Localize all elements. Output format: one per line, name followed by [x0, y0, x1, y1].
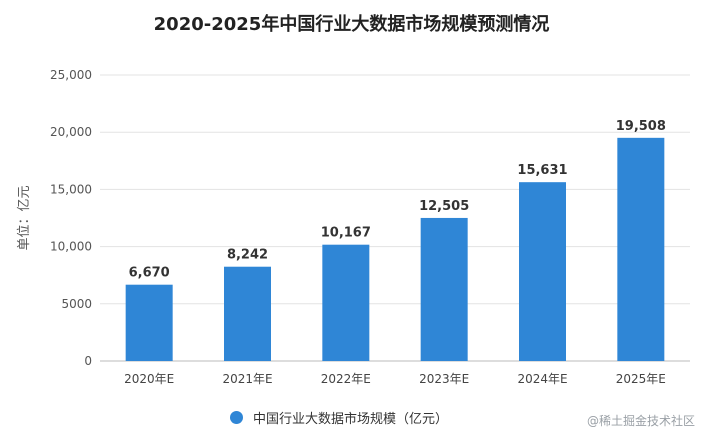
y-axis-label: 单位：亿元 [17, 185, 32, 250]
data-label: 19,508 [616, 119, 666, 134]
chart-title: 2020-2025年中国行业大数据市场规模预测情况 [153, 14, 550, 35]
y-tick-label: 15,000 [50, 182, 92, 196]
gridlines [100, 74, 690, 362]
bar [224, 266, 271, 361]
data-label: 6,670 [129, 266, 170, 281]
bar [322, 244, 370, 361]
legend-marker [230, 411, 243, 424]
bar [617, 137, 665, 361]
x-tick-label: 2021年E [222, 372, 272, 386]
y-tick-label: 5000 [61, 297, 92, 311]
bar [420, 217, 468, 361]
y-tick-label: 10,000 [50, 240, 92, 254]
watermark: @稀土掘金技术社区 [586, 414, 695, 428]
y-tick-label: 20,000 [50, 125, 92, 139]
data-labels: 6,670 8,242 10,167 12,505 15,631 19,508 [129, 119, 666, 281]
bar [519, 182, 566, 361]
bars [125, 137, 665, 361]
legend: 中国行业大数据市场规模（亿元） [230, 408, 448, 427]
x-axis-ticks: 2020年E 2021年E 2022年E 2023年E 2024年E 2025年E [124, 372, 666, 386]
y-tick-label: 25,000 [50, 68, 92, 82]
data-label: 15,631 [517, 163, 567, 178]
x-tick-label: 2020年E [124, 372, 174, 386]
data-label: 10,167 [321, 226, 371, 241]
x-tick-label: 2022年E [321, 372, 371, 386]
x-tick-label: 2024年E [517, 372, 567, 386]
x-tick-label: 2023年E [419, 372, 469, 386]
y-tick-label: 0 [84, 354, 92, 368]
data-label: 12,505 [419, 199, 469, 214]
y-axis-ticks: 0 5000 10,000 15,000 20,000 25,000 [50, 68, 92, 368]
legend-label: 中国行业大数据市场规模（亿元） [253, 412, 449, 427]
bar [125, 284, 173, 361]
data-label: 8,242 [227, 248, 268, 263]
x-tick-label: 2025年E [616, 372, 666, 386]
